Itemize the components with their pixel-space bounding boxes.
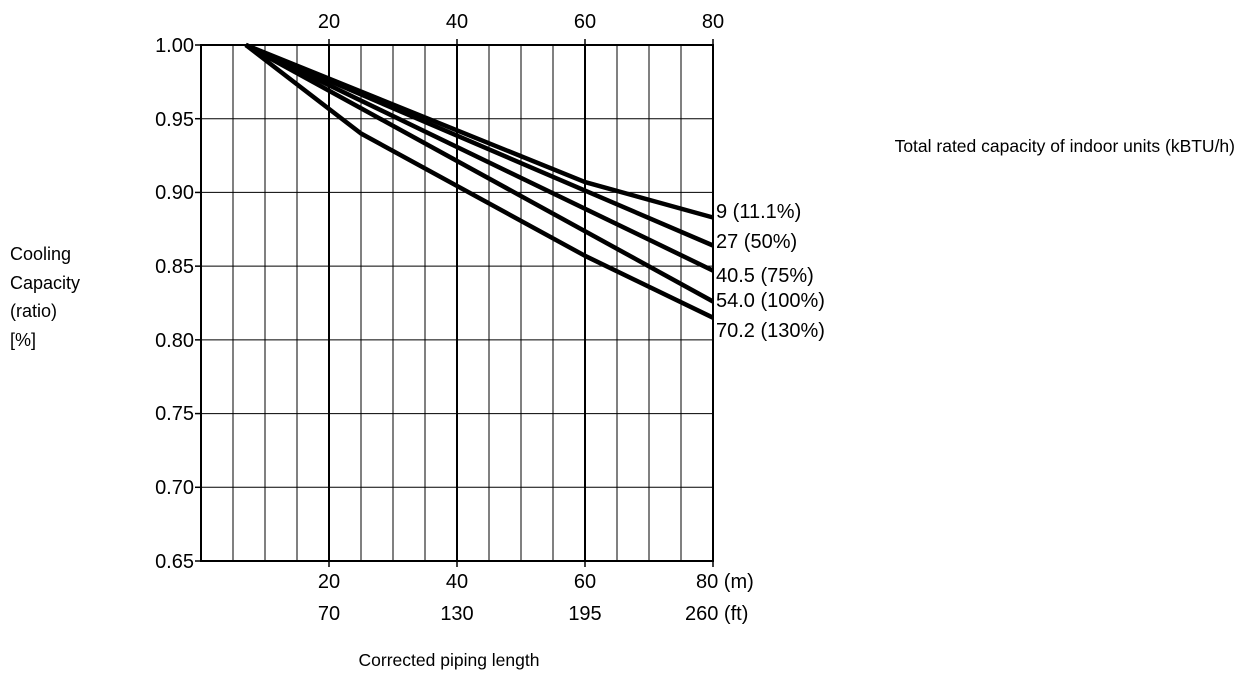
tick-ft-130: 130 (440, 603, 473, 625)
series-lines (244, 42, 715, 320)
tick-ft-70: 70 (318, 603, 340, 625)
y-tick-0.65: 0.65 (155, 551, 194, 573)
tick-top-60: 60 (574, 11, 596, 33)
y-tick-0.80: 0.80 (155, 330, 194, 352)
series-label-9: 9 (11.1%) (716, 201, 801, 223)
series-label-54.0: 54.0 (100%) (716, 290, 825, 312)
tick-top-40: 40 (446, 11, 468, 33)
tick-top-20: 20 (318, 11, 340, 33)
series-label-40.5: 40.5 (75%) (716, 265, 814, 287)
y-axis-label: Cooling Capacity (ratio) [%] (10, 240, 80, 354)
y-tick-0.75: 0.75 (155, 403, 194, 425)
series-label-70.2: 70.2 (130%) (716, 320, 825, 342)
series-label-27: 27 (50%) (716, 231, 797, 253)
tick-m-40: 40 (446, 571, 468, 593)
y-tick-0.70: 0.70 (155, 477, 194, 499)
series-line-4 (244, 43, 715, 304)
series-line-5 (244, 43, 714, 320)
y-tick-0.90: 0.90 (155, 182, 194, 204)
legend-title: Total rated capacity of indoor units (kB… (895, 136, 1235, 156)
y-tick-1.00: 1.00 (155, 35, 194, 57)
series-line-3 (244, 42, 714, 273)
y-axis-label-line-3: (ratio) (10, 301, 58, 321)
y-axis-label-line-2: Capacity (10, 272, 81, 293)
tick-m-60: 60 (574, 571, 596, 593)
tick-top-80: 80 (702, 11, 724, 33)
tick-ft-195: 195 (568, 603, 601, 625)
series-line-1 (244, 42, 714, 220)
y-tick-0.85: 0.85 (155, 256, 194, 278)
tick-ft-260: 260 (ft) (685, 603, 748, 625)
y-tick-0.95: 0.95 (155, 109, 194, 131)
plot-frame (200, 44, 714, 562)
x-axis-label: Corrected piping length (359, 650, 540, 670)
tick-m-20: 20 (318, 571, 340, 593)
y-axis-label-line-1: Cooling (10, 244, 72, 264)
tick-m-80: 80 (m) (696, 571, 754, 593)
y-axis-label-line-4: [%] (10, 329, 37, 350)
grid (195, 39, 714, 567)
series-line-2 (244, 42, 714, 248)
